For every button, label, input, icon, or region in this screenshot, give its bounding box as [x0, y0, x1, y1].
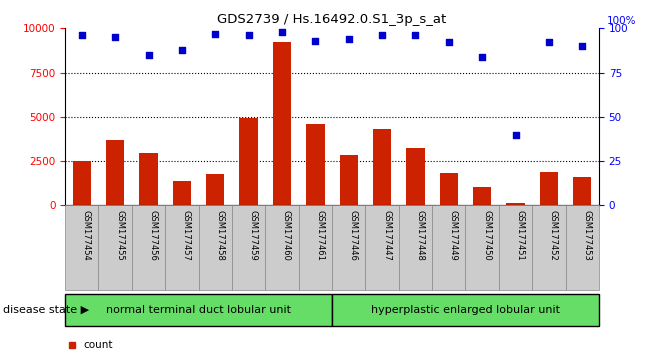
Point — [110, 34, 120, 40]
Bar — [165, 205, 199, 290]
Bar — [206, 175, 225, 205]
Text: GSM177453: GSM177453 — [582, 210, 591, 261]
Point — [410, 33, 421, 38]
Text: GSM177452: GSM177452 — [549, 210, 558, 260]
Title: GDS2739 / Hs.16492.0.S1_3p_s_at: GDS2739 / Hs.16492.0.S1_3p_s_at — [217, 13, 447, 26]
Point — [477, 54, 488, 59]
Text: GSM177460: GSM177460 — [282, 210, 291, 261]
Text: GSM177451: GSM177451 — [516, 210, 525, 260]
Point — [77, 33, 87, 38]
Bar — [373, 129, 391, 205]
Bar — [240, 118, 258, 205]
Bar — [573, 177, 591, 205]
Text: GSM177457: GSM177457 — [182, 210, 191, 261]
Point — [443, 40, 454, 45]
Text: GSM177446: GSM177446 — [349, 210, 357, 261]
Bar — [465, 205, 499, 290]
Bar — [365, 205, 398, 290]
Bar — [73, 161, 91, 205]
Bar — [439, 173, 458, 205]
Bar — [499, 205, 532, 290]
Point — [243, 33, 254, 38]
Bar — [473, 187, 492, 205]
Bar — [332, 205, 365, 290]
Bar — [306, 124, 324, 205]
Bar — [432, 205, 465, 290]
Text: hyperplastic enlarged lobular unit: hyperplastic enlarged lobular unit — [371, 305, 560, 315]
Bar — [273, 42, 291, 205]
Bar — [98, 205, 132, 290]
Point — [510, 132, 521, 137]
Bar — [65, 205, 98, 290]
Bar — [406, 148, 424, 205]
Point — [377, 33, 387, 38]
Text: normal terminal duct lobular unit: normal terminal duct lobular unit — [106, 305, 291, 315]
Text: count: count — [83, 340, 113, 350]
Bar — [566, 205, 599, 290]
Bar — [199, 205, 232, 290]
Text: GSM177450: GSM177450 — [482, 210, 491, 260]
Text: GSM177461: GSM177461 — [315, 210, 324, 261]
Bar — [299, 205, 332, 290]
Bar — [139, 153, 158, 205]
Point — [310, 38, 320, 44]
Bar — [340, 155, 358, 205]
Point — [544, 40, 554, 45]
Text: GSM177448: GSM177448 — [415, 210, 424, 261]
Point — [277, 29, 287, 35]
Text: GSM177459: GSM177459 — [249, 210, 258, 260]
Bar — [540, 172, 558, 205]
Bar — [65, 294, 332, 326]
Text: GSM177449: GSM177449 — [449, 210, 458, 260]
Bar — [532, 205, 566, 290]
Text: GSM177456: GSM177456 — [148, 210, 158, 261]
Point — [210, 31, 221, 36]
Text: GSM177454: GSM177454 — [82, 210, 90, 260]
Text: disease state ▶: disease state ▶ — [3, 305, 89, 315]
Bar — [506, 202, 525, 205]
Text: GSM177455: GSM177455 — [115, 210, 124, 260]
Point — [176, 47, 187, 52]
Point — [577, 43, 587, 49]
Text: GSM177447: GSM177447 — [382, 210, 391, 261]
Bar — [132, 205, 165, 290]
Bar — [398, 205, 432, 290]
Point — [143, 52, 154, 58]
Bar — [332, 294, 599, 326]
Text: GSM177458: GSM177458 — [215, 210, 224, 261]
Bar — [266, 205, 299, 290]
Point — [344, 36, 354, 42]
Text: 100%: 100% — [607, 16, 637, 25]
Bar — [232, 205, 266, 290]
Bar — [173, 181, 191, 205]
Bar — [106, 140, 124, 205]
